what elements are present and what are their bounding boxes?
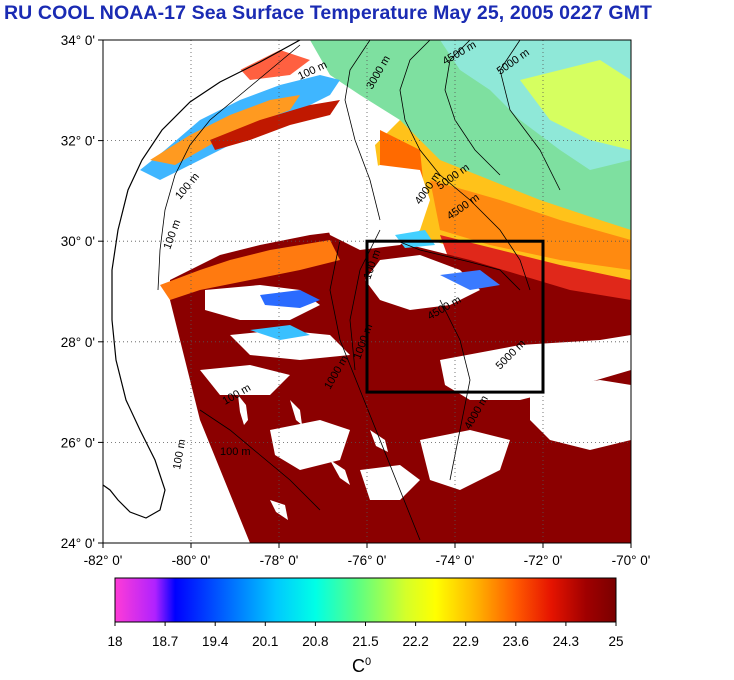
lat-tick-label: 28° 0' <box>61 335 95 350</box>
colorbar-tick-label: 20.8 <box>302 634 328 649</box>
lon-tick-label: -78° 0' <box>260 553 299 568</box>
unit-label: C <box>352 656 365 676</box>
lon-tick-label: -80° 0' <box>172 553 211 568</box>
colorbar-tick-label: 25 <box>608 634 623 649</box>
sst-imagery: 100 m 3000 m 4500 m 5000 m 5000 m 4000 m… <box>103 40 631 543</box>
lat-tick-label: 30° 0' <box>61 234 95 249</box>
contour-label: 100 m <box>220 446 251 458</box>
study-area-box <box>365 239 545 394</box>
colorbar-ticks: 18 18.7 19.4 20.1 20.8 21.5 22.2 22.9 23.6 24.3 25 <box>107 622 624 649</box>
lat-tick-label: 26° 0' <box>61 435 95 450</box>
lat-tick-label: 34° 0' <box>61 33 95 48</box>
lat-tick-label: 24° 0' <box>61 536 95 551</box>
colorbar-tick-label: 22.9 <box>453 634 479 649</box>
lon-tick-label: -76° 0' <box>348 553 387 568</box>
colorbar-tick-label: 24.3 <box>553 634 579 649</box>
map-title: RU COOL NOAA-17 Sea Surface Temperature … <box>4 2 653 24</box>
colorbar-tick-label: 20.1 <box>252 634 278 649</box>
latitude-axis: 34° 0' 32° 0' 30° 0' 28° 0' 26° 0' 24° 0' <box>61 33 103 551</box>
colorbar-tick-label: 21.5 <box>352 634 378 649</box>
colorbar-unit: C0 <box>352 656 371 677</box>
coastline <box>103 40 301 519</box>
colorbar <box>114 577 617 623</box>
lon-tick-label: -82° 0' <box>84 553 123 568</box>
lon-tick-label: -74° 0' <box>436 553 475 568</box>
colorbar-tick-label: 18 <box>107 634 122 649</box>
colorbar-tick-label: 18.7 <box>152 634 178 649</box>
colorbar-tick-label: 23.6 <box>503 634 529 649</box>
lat-tick-label: 32° 0' <box>61 134 95 149</box>
longitude-axis: -82° 0' -80° 0' -78° 0' -76° 0' -74° 0' -72° … <box>84 543 651 568</box>
unit-superscript: 0 <box>365 656 372 668</box>
colorbar-tick-label: 22.2 <box>402 634 428 649</box>
lon-tick-label: -72° 0' <box>524 553 563 568</box>
bathymetry-contours <box>157 40 561 541</box>
contour-label: 100 m <box>171 438 188 470</box>
lon-tick-label: -70° 0' <box>612 553 651 568</box>
colorbar-tick-label: 19.4 <box>202 634 229 649</box>
